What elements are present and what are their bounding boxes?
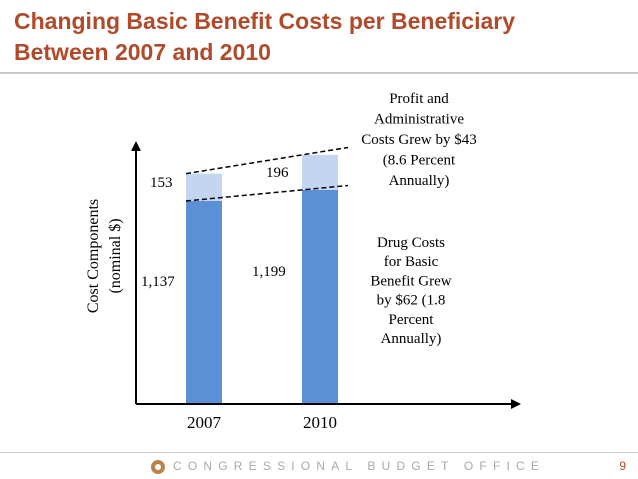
annotation-profit-line-1: Profit and [389,91,449,107]
annotation-profit-line-2: Administrative [374,112,464,128]
title-divider [0,72,638,74]
footer-divider [0,452,638,453]
bar-profit-admin-2010 [302,154,338,190]
annotation-profit-line-4: (8.6 Percent [383,153,456,169]
annotation-drug-line-1: Drug Costs [377,235,445,251]
annotation-drug-line-6: Annually) [381,331,442,347]
data-label-drug-2007: 1,137 [141,274,175,290]
stacked-bar-chart: 1,137 153 2007 1,199 196 2010 Cost Components… [85,91,521,432]
trend-line-drug [185,184,349,202]
x-tick-label-2010: 2010 [303,413,337,432]
annotation-profit-line-5: Annually) [389,173,450,189]
organization-name: CONGRESSIONAL BUDGET OFFICE [173,459,546,473]
trend-line-total [185,146,349,175]
x-tick-label-2007: 2007 [187,413,222,432]
page-title: Changing Basic Benefit Costs per Benefic… [14,8,516,65]
data-label-profit-2010: 196 [266,165,289,181]
bar-drug-costs-2007 [186,200,222,404]
y-axis-unit: (nominal $) [107,218,124,293]
annotation-drug-line-5: Percent [389,312,435,328]
annotation-drug-line-2: for Basic [384,254,439,270]
page-number: 9 [619,459,626,473]
footer: CONGRESSIONAL BUDGET OFFICE 9 [0,457,638,477]
cbo-logo-icon [151,460,165,474]
data-label-profit-2007: 153 [150,175,173,191]
annotation-drug-line-3: Benefit Grew [370,273,451,289]
bar-drug-costs-2010 [302,189,338,404]
annotation-drug-line-4: by $62 (1.8 [377,293,446,309]
annotation-profit-line-3: Costs Grew by $43 [361,132,476,148]
y-axis-title: Cost Components [85,199,102,313]
data-label-drug-2010: 1,199 [252,264,286,280]
bar-profit-admin-2007 [186,173,222,201]
